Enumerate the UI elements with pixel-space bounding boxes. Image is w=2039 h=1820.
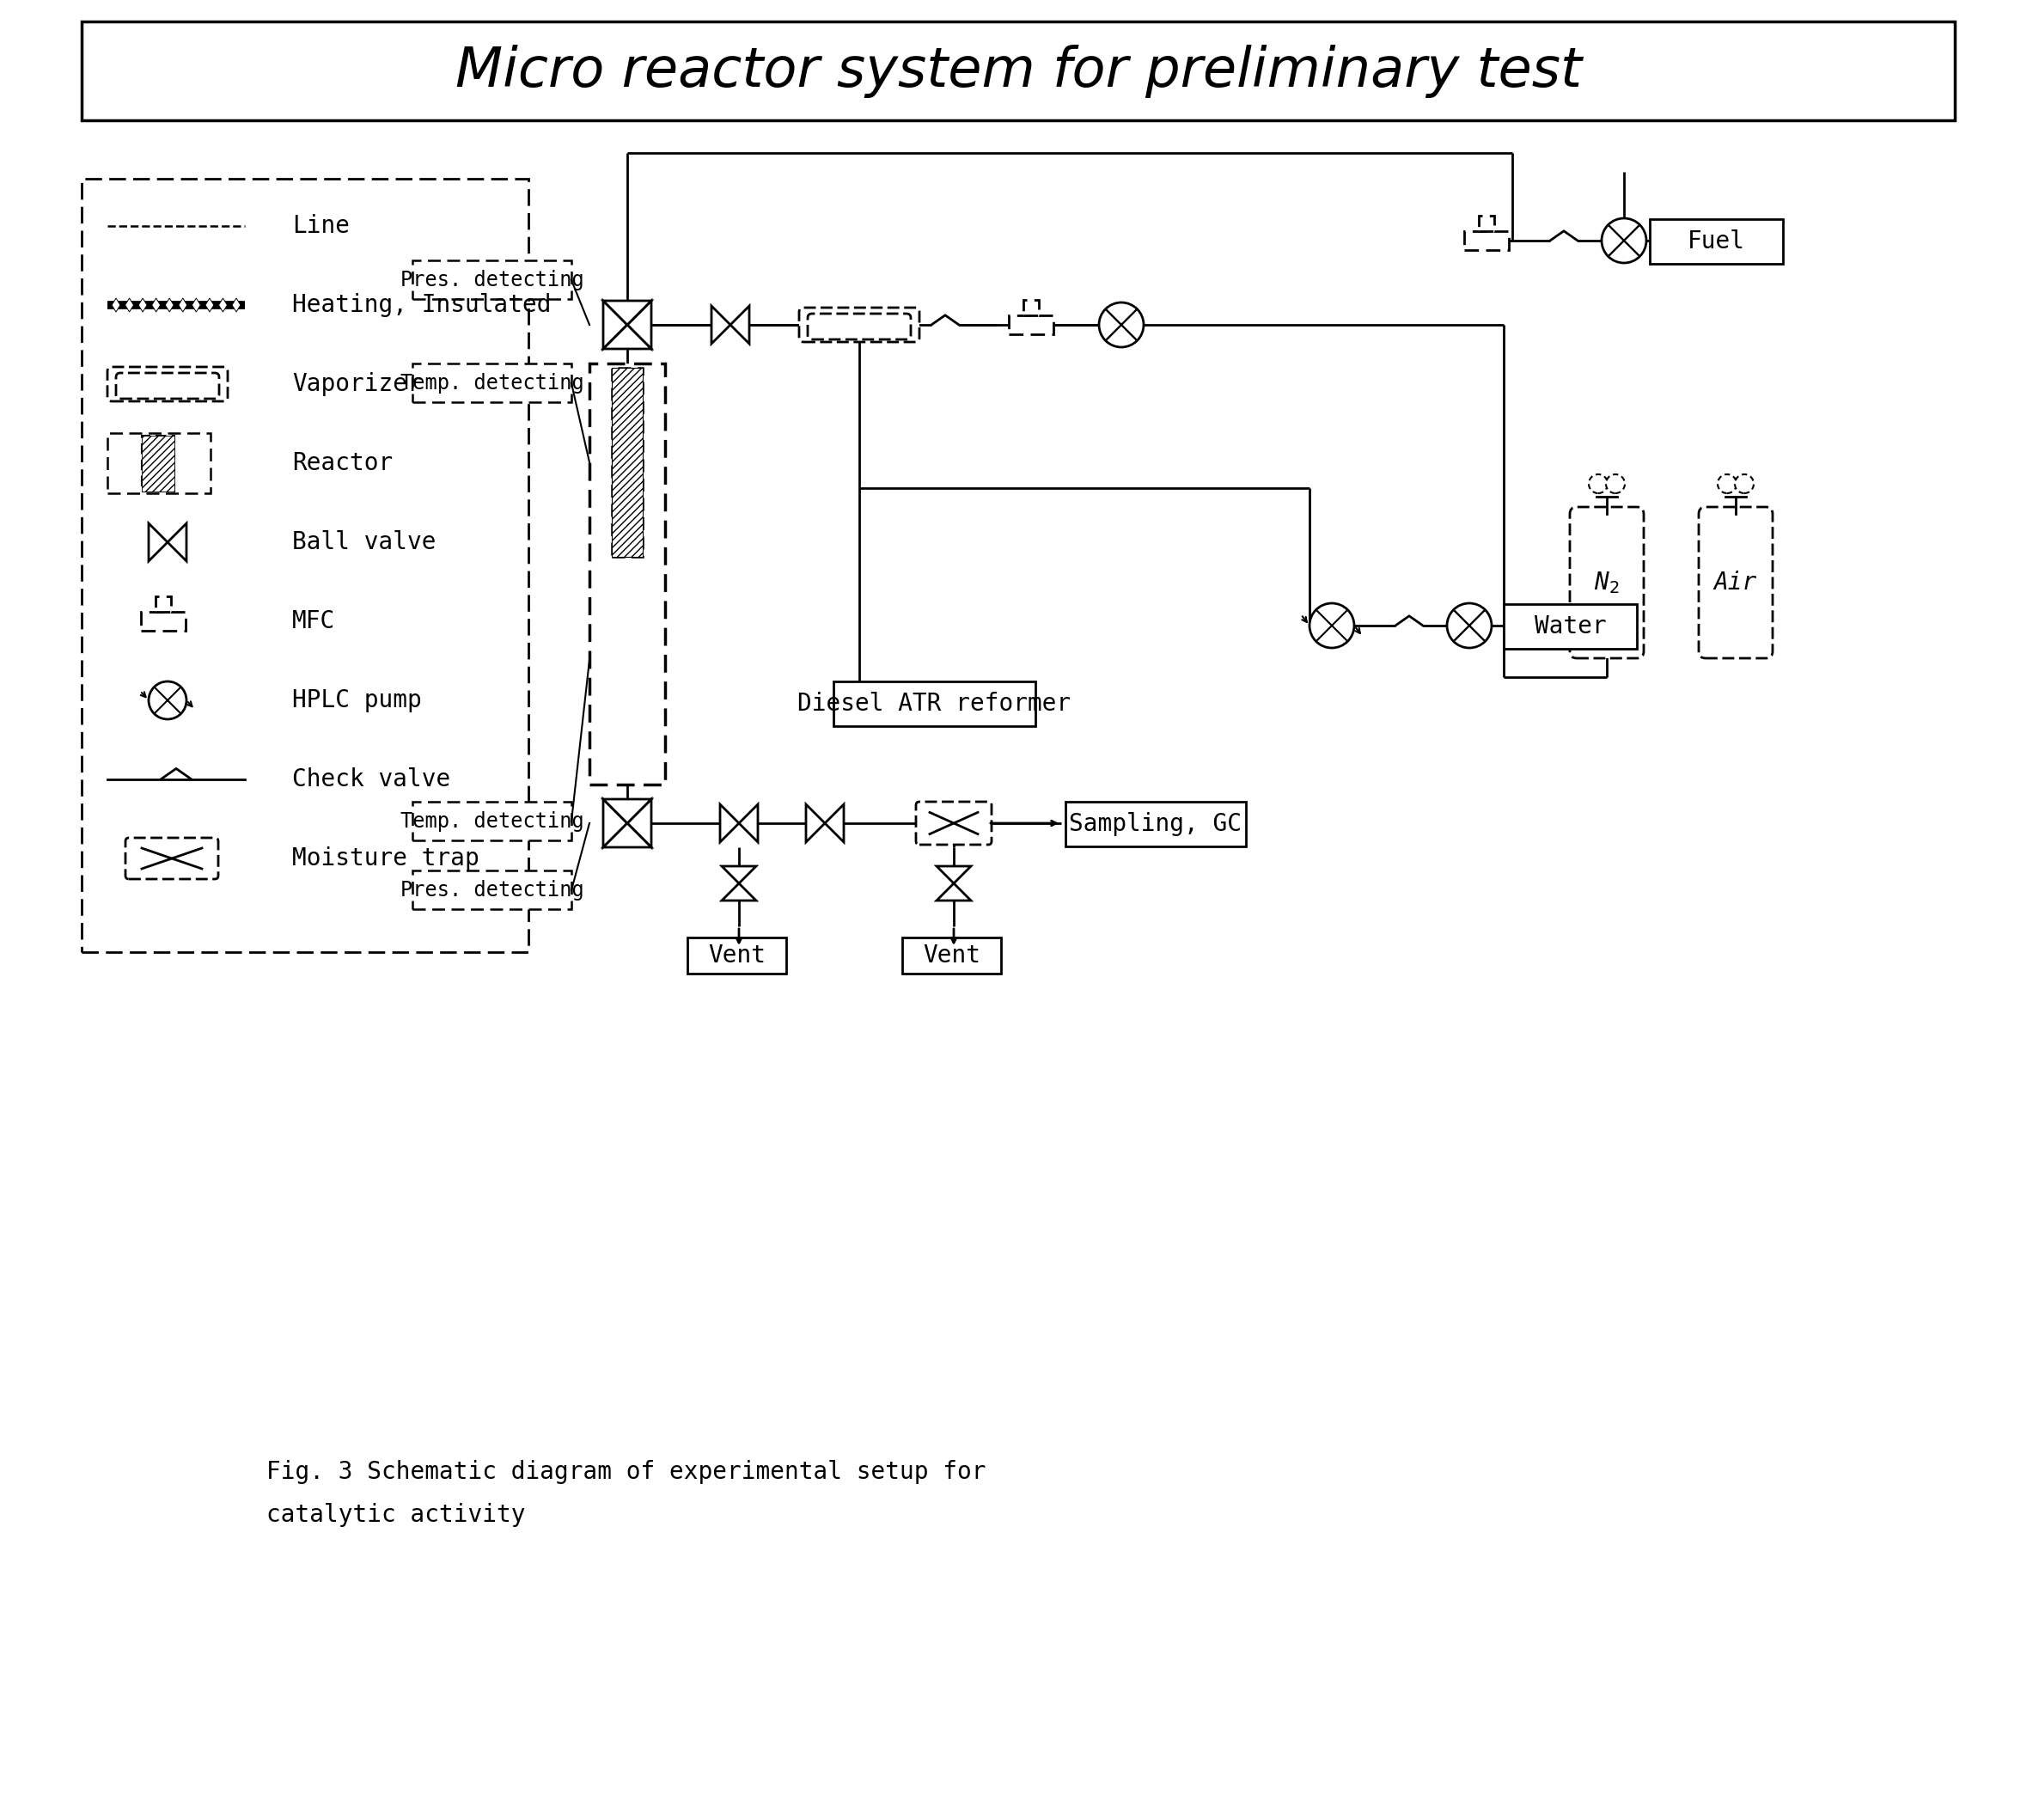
- Circle shape: [1588, 475, 1607, 493]
- Text: Air: Air: [1715, 571, 1758, 595]
- Polygon shape: [139, 298, 147, 311]
- Text: Moisture trap: Moisture trap: [292, 846, 479, 870]
- Bar: [108, 433, 210, 493]
- Bar: [612, 368, 642, 557]
- Bar: [155, 597, 171, 612]
- FancyBboxPatch shape: [807, 313, 911, 339]
- Polygon shape: [179, 298, 188, 311]
- Bar: [1009, 315, 1054, 335]
- Bar: [612, 368, 642, 557]
- Text: Vent: Vent: [708, 943, 765, 968]
- Text: Fig. 3 Schematic diagram of experimental setup for
catalytic activity: Fig. 3 Schematic diagram of experimental…: [267, 1460, 987, 1527]
- Polygon shape: [628, 300, 650, 349]
- Bar: [412, 803, 571, 841]
- Polygon shape: [826, 804, 844, 843]
- FancyBboxPatch shape: [799, 308, 920, 342]
- Bar: [1478, 217, 1495, 231]
- Polygon shape: [936, 866, 971, 883]
- Circle shape: [1607, 475, 1625, 493]
- Polygon shape: [604, 324, 650, 349]
- Text: Check valve: Check valve: [292, 768, 451, 792]
- Circle shape: [149, 681, 186, 719]
- Polygon shape: [730, 306, 748, 344]
- Circle shape: [1717, 475, 1737, 493]
- Polygon shape: [151, 298, 161, 311]
- Text: Ball valve: Ball valve: [292, 530, 436, 555]
- Text: Vent: Vent: [924, 943, 981, 968]
- Polygon shape: [604, 799, 650, 823]
- Circle shape: [1735, 475, 1754, 493]
- Polygon shape: [167, 524, 186, 561]
- Text: N$_2$: N$_2$: [1594, 570, 1619, 595]
- Bar: [412, 870, 571, 910]
- Text: Line: Line: [292, 215, 351, 238]
- FancyBboxPatch shape: [1698, 508, 1772, 659]
- Bar: [589, 364, 665, 784]
- Text: Sampling, GC: Sampling, GC: [1068, 812, 1242, 835]
- Polygon shape: [124, 298, 135, 311]
- Bar: [1503, 604, 1637, 648]
- Bar: [82, 178, 528, 952]
- Text: Micro reactor system for preliminary test: Micro reactor system for preliminary tes…: [455, 44, 1582, 98]
- Polygon shape: [712, 306, 730, 344]
- Text: Pres. detecting: Pres. detecting: [400, 269, 583, 289]
- Circle shape: [1448, 602, 1493, 648]
- Polygon shape: [218, 298, 226, 311]
- Text: Reactor: Reactor: [292, 451, 394, 475]
- Text: Vaporizer: Vaporizer: [292, 371, 422, 397]
- Polygon shape: [604, 300, 628, 349]
- Bar: [82, 22, 1955, 120]
- Bar: [1024, 300, 1038, 315]
- Polygon shape: [165, 298, 173, 311]
- Bar: [141, 612, 186, 632]
- Polygon shape: [738, 804, 759, 843]
- Circle shape: [1099, 302, 1144, 348]
- Text: Water: Water: [1533, 615, 1607, 639]
- Polygon shape: [936, 883, 971, 901]
- Bar: [1464, 231, 1509, 249]
- Polygon shape: [722, 866, 756, 883]
- Circle shape: [1603, 218, 1645, 262]
- Polygon shape: [604, 823, 650, 848]
- Bar: [143, 435, 175, 491]
- FancyBboxPatch shape: [1570, 508, 1643, 659]
- Text: Pres. detecting: Pres. detecting: [400, 879, 583, 901]
- Polygon shape: [720, 804, 738, 843]
- Bar: [834, 681, 1036, 726]
- Bar: [901, 937, 1001, 974]
- Text: Diesel ATR reformer: Diesel ATR reformer: [797, 692, 1070, 715]
- Text: Temp. detecting: Temp. detecting: [400, 810, 583, 832]
- Bar: [143, 435, 175, 491]
- Text: MFC: MFC: [292, 610, 334, 633]
- Bar: [687, 937, 787, 974]
- Polygon shape: [206, 298, 214, 311]
- Polygon shape: [628, 799, 650, 848]
- Bar: [1066, 803, 1246, 846]
- Text: Temp. detecting: Temp. detecting: [400, 373, 583, 393]
- Polygon shape: [722, 883, 756, 901]
- Polygon shape: [112, 298, 120, 311]
- Polygon shape: [192, 298, 200, 311]
- Text: HPLC pump: HPLC pump: [292, 688, 422, 712]
- Text: Fuel: Fuel: [1688, 229, 1745, 253]
- FancyBboxPatch shape: [126, 837, 218, 879]
- Bar: [1650, 218, 1782, 264]
- Polygon shape: [805, 804, 826, 843]
- Circle shape: [1309, 602, 1354, 648]
- Polygon shape: [604, 799, 628, 848]
- FancyBboxPatch shape: [916, 803, 991, 844]
- Bar: [412, 260, 571, 298]
- FancyBboxPatch shape: [108, 368, 228, 400]
- Polygon shape: [232, 298, 241, 311]
- Polygon shape: [149, 524, 167, 561]
- Polygon shape: [604, 300, 650, 324]
- Text: Heating, Insulated: Heating, Insulated: [292, 293, 551, 317]
- Bar: [412, 364, 571, 402]
- FancyBboxPatch shape: [116, 373, 218, 399]
